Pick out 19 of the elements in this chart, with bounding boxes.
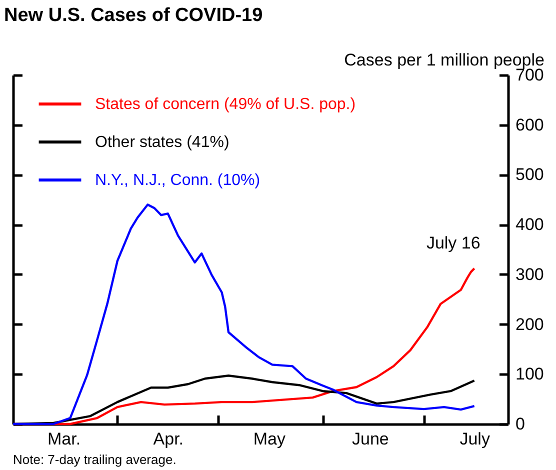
legend-label: States of concern (49% of U.S. pop.) xyxy=(95,96,356,113)
x-tick-label: July xyxy=(460,430,490,448)
x-tick-label: June xyxy=(352,430,389,448)
x-tick-label: May xyxy=(253,430,286,448)
x-tick-label: Apr. xyxy=(153,430,184,448)
y-tick-label: 600 xyxy=(516,115,544,134)
legend-label: Other states (41%) xyxy=(95,134,230,151)
y-tick-label: 0 xyxy=(516,414,525,434)
chart-title: New U.S. Cases of COVID-19 xyxy=(4,5,263,26)
x-tick-label: Mar. xyxy=(47,430,81,448)
text: Note: 7-day trailing average. xyxy=(13,452,176,467)
y-axis-title: Cases per 1 million people xyxy=(344,50,544,70)
y-tick-label: 500 xyxy=(516,165,544,184)
y-tick-label: 100 xyxy=(516,364,544,384)
y-tick-label: 400 xyxy=(516,215,544,234)
y-tick-label: 300 xyxy=(516,264,544,284)
annotation: July 16 xyxy=(426,233,480,252)
y-tick-label: 200 xyxy=(516,314,544,334)
legend-label: N.Y., N.J., Conn. (10%) xyxy=(95,172,260,189)
